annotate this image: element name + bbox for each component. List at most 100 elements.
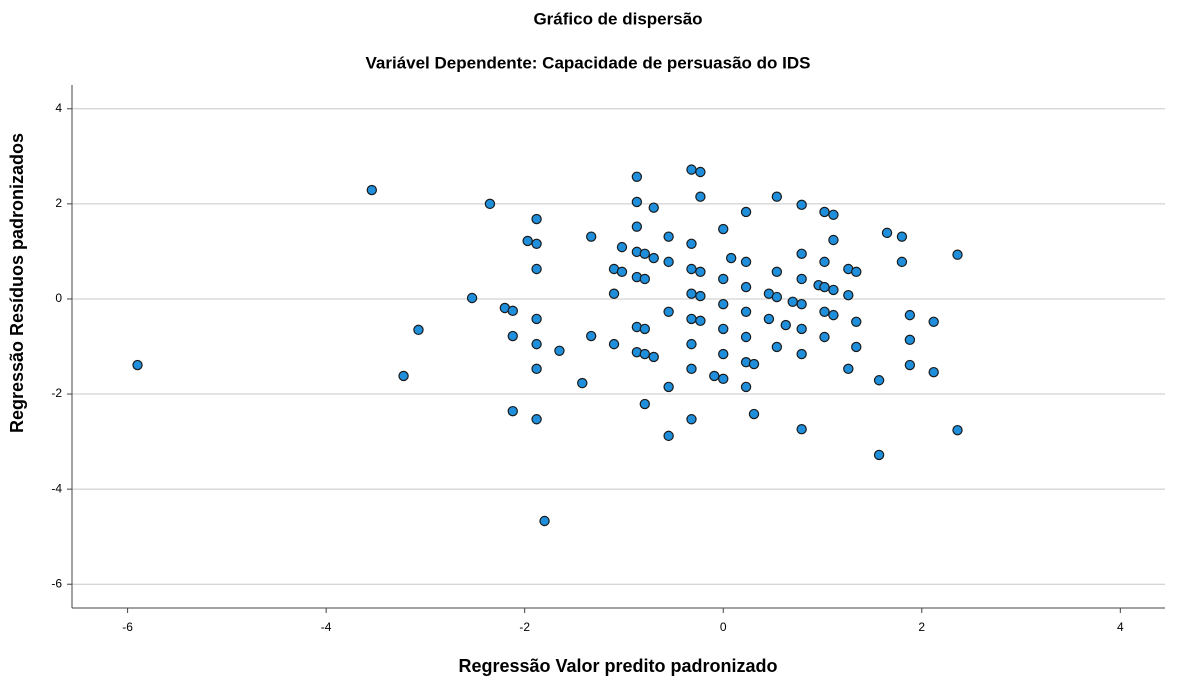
point (585, 330, 597, 342)
point (663, 381, 674, 393)
point (740, 206, 752, 218)
point (484, 198, 496, 210)
point (828, 234, 839, 246)
y-tick-label: 0 (55, 291, 62, 305)
point (928, 316, 939, 327)
point (828, 309, 839, 321)
point (796, 424, 807, 435)
point (819, 331, 830, 343)
point (663, 256, 674, 268)
point (648, 202, 659, 213)
point (843, 363, 854, 375)
point (616, 241, 628, 253)
point (631, 196, 643, 208)
point (748, 358, 760, 370)
point (718, 348, 729, 360)
point (686, 164, 697, 175)
point (686, 414, 697, 425)
x-tick-label: -2 (519, 620, 530, 634)
point (904, 359, 916, 371)
x-tick-label: -6 (122, 620, 133, 634)
point (695, 191, 706, 202)
point (952, 424, 963, 436)
point (631, 171, 643, 182)
point (740, 281, 752, 293)
point (686, 263, 697, 275)
point (695, 166, 706, 178)
point (796, 323, 807, 335)
point (608, 338, 620, 350)
point (639, 273, 651, 285)
point (896, 231, 908, 242)
point (531, 263, 542, 275)
point (507, 305, 518, 317)
point (531, 414, 542, 425)
point (796, 248, 807, 259)
y-tick-label: 4 (55, 101, 62, 115)
y-tick-label: -4 (51, 481, 62, 495)
point (771, 291, 783, 303)
point (796, 348, 807, 360)
point (639, 348, 651, 360)
point (616, 266, 628, 278)
point (819, 256, 830, 268)
point (648, 252, 659, 264)
point (709, 370, 720, 382)
point (740, 306, 752, 317)
point (686, 338, 697, 350)
point (718, 298, 729, 310)
point (695, 315, 706, 327)
point (686, 238, 697, 250)
point (663, 306, 674, 317)
y-tick-label: 2 (55, 196, 62, 210)
point (904, 309, 916, 321)
point (413, 324, 424, 336)
point (507, 330, 518, 342)
point (819, 281, 830, 293)
x-tick-label: -4 (321, 620, 332, 634)
point (631, 221, 643, 232)
point (851, 341, 862, 353)
point (531, 313, 542, 325)
point (928, 366, 939, 378)
point (904, 334, 916, 346)
point (718, 373, 729, 385)
point (771, 191, 783, 202)
point (748, 408, 760, 420)
point (952, 249, 963, 260)
point (648, 351, 659, 363)
point (466, 292, 478, 304)
point (740, 381, 752, 393)
point (366, 184, 378, 196)
point (522, 235, 533, 247)
x-tick-label: 2 (918, 620, 925, 634)
point (796, 273, 807, 285)
chart-subtitle: Variável Dependente: Capacidade de persu… (366, 53, 811, 72)
point (663, 430, 674, 442)
point (398, 370, 409, 382)
point (695, 266, 706, 278)
point (763, 313, 775, 325)
x-axis-label: Regressão Valor predito padronizado (458, 656, 777, 676)
point (881, 227, 893, 239)
point (577, 377, 588, 389)
point (843, 289, 854, 301)
point (585, 231, 597, 242)
point (531, 363, 542, 375)
point (639, 323, 651, 335)
point (851, 316, 862, 327)
point (608, 288, 620, 299)
point (896, 256, 908, 268)
point (663, 231, 674, 242)
point (851, 266, 862, 278)
x-tick-label: 4 (1117, 620, 1124, 634)
point (531, 238, 542, 250)
point (686, 363, 697, 375)
point (718, 323, 729, 335)
point (718, 223, 729, 235)
point (796, 199, 807, 211)
chart-title: Gráfico de dispersão (533, 9, 702, 28)
x-tick-label: 0 (720, 620, 727, 634)
